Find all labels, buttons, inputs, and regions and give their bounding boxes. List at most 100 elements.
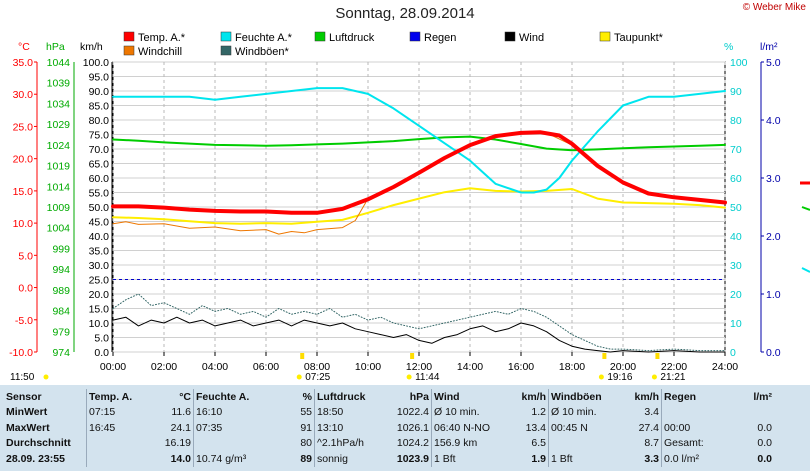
table-cell: Ø 10 min.	[548, 404, 623, 420]
table-cell: 16:10	[193, 404, 254, 420]
pressure-unit-label: hPa	[46, 41, 65, 53]
table-cell: 27.4	[638, 421, 659, 434]
table-cell: 1.2	[531, 406, 546, 419]
table-cell	[661, 404, 730, 420]
rain-tick-label: 4.0	[766, 115, 781, 127]
wind-tick-label: 70.0	[89, 144, 110, 156]
table-cell: 156.9 km	[431, 435, 508, 451]
table-cell: 1024.2	[396, 437, 429, 450]
legend-swatch	[409, 31, 421, 42]
time-mark-tick	[300, 353, 305, 359]
pressure-tick-label: 974	[52, 347, 70, 359]
wind-tick-label: 100.0	[83, 57, 109, 69]
col-sensor: Sensor	[6, 390, 42, 403]
table-cell: 0.0 l/m²	[661, 451, 730, 467]
wind-tick-label: 95.0	[89, 72, 110, 84]
table-cell: 11.6	[171, 406, 191, 419]
temp-tick-label: -10.0	[9, 347, 33, 359]
legend-swatch	[599, 31, 611, 42]
humidity-tick-label: 90	[730, 86, 742, 98]
temp-tick-label: 15.0	[13, 186, 34, 198]
x-tick-label: 12:00	[406, 361, 432, 373]
time-mark-label: 19:16	[607, 372, 632, 383]
pressure-tick-label: 1019	[47, 161, 71, 173]
pressure-tick-label: 1024	[47, 140, 71, 152]
x-tick-label: 06:00	[253, 361, 279, 373]
table-cell: 89	[300, 452, 312, 465]
table-cell: 16.19	[164, 437, 191, 450]
legend-label: Wind	[519, 32, 544, 44]
table-cell: 0.0	[757, 437, 772, 450]
pressure-tick-label: 994	[52, 264, 70, 276]
time-mark-tick	[655, 353, 660, 359]
time-mark-dot	[406, 374, 412, 380]
wind-tick-label: 75.0	[89, 130, 110, 142]
time-mark-dot	[598, 374, 604, 380]
table-header-row: Sensor Temp. A. °C Feuchte A. % Luftdruc…	[4, 389, 774, 405]
humidity-tick-label: 0	[730, 347, 736, 359]
series-line-luftdruck	[112, 135, 726, 152]
table-cell: 28.09. 23:55	[6, 452, 65, 465]
temp-tick-label: 5.0	[18, 250, 33, 262]
table-cell: 80	[300, 437, 312, 450]
table-row: MaxWert 16:45 24.1 07:35 91 13:10 1026.1…	[4, 420, 774, 436]
series-line-windb-en	[112, 293, 726, 352]
table-cell: 1 Bft	[431, 451, 508, 467]
wind-tick-label: 35.0	[89, 246, 110, 258]
legend-swatch	[123, 31, 135, 42]
wind-tick-label: 55.0	[89, 188, 110, 200]
col-pressure-unit: hPa	[409, 390, 429, 403]
x-tick-label: 02:00	[151, 361, 177, 373]
time-mark-dot	[43, 374, 49, 380]
weather-chart: 00:00 02:00 04:00 06:00 08:00 10:00 12:00 14:00…	[9, 31, 810, 383]
table-cell: MinWert	[6, 406, 48, 419]
time-mark-label: 21:21	[660, 372, 685, 383]
table-cell	[86, 451, 139, 467]
humidity-tick-label: 20	[730, 289, 742, 301]
series-line-feuchte-a	[112, 87, 726, 194]
pressure-tick-label: 1029	[47, 119, 71, 131]
rain-tick-label: 0.0	[766, 347, 781, 359]
temp-tick-label: 25.0	[13, 121, 34, 133]
table-cell	[548, 435, 623, 451]
wind-tick-label: 80.0	[89, 115, 110, 127]
humidity-tick-label: 100	[730, 57, 748, 69]
table-cell: 10.74 g/m³	[193, 451, 254, 467]
wind-tick-label: 5.0	[94, 333, 109, 345]
wind-tick-label: 50.0	[89, 202, 110, 214]
x-tick-label: 00:00	[100, 361, 126, 373]
pressure-tick-label: 1009	[47, 202, 71, 214]
col-gusts-unit: km/h	[634, 390, 659, 403]
credit-label: © Weber Mike	[742, 2, 806, 13]
x-tick-label: 10:00	[355, 361, 381, 373]
table-cell: Durchschnitt	[6, 437, 71, 450]
x-tick-label: 18:00	[559, 361, 585, 373]
legend-label: Temp. A.*	[138, 32, 186, 44]
wind-unit-label: km/h	[80, 41, 103, 53]
temp-tick-label: 0.0	[18, 283, 33, 295]
col-rain: Regen	[661, 389, 730, 405]
wind-tick-label: 30.0	[89, 260, 110, 272]
wind-tick-label: 20.0	[89, 289, 110, 301]
chart-title: Sonntag, 28.09.2014	[335, 5, 475, 22]
pressure-tick-label: 1044	[47, 57, 71, 69]
pressure-tick-label: 1034	[47, 98, 71, 110]
humidity-tick-label: 60	[730, 173, 742, 185]
time-mark-label: 07:25	[305, 372, 330, 383]
table-cell: 0.0	[757, 452, 772, 465]
pressure-tick-label: 984	[52, 306, 70, 318]
table-cell: ^2.1hPa/h	[314, 435, 383, 451]
wind-tick-label: 25.0	[89, 275, 110, 287]
table-cell: 6.5	[531, 437, 546, 450]
x-tick-label: 08:00	[304, 361, 330, 373]
rain-tick-label: 3.0	[766, 173, 781, 185]
x-tick-label: 20:00	[610, 361, 636, 373]
table-cell: 24.1	[170, 421, 191, 434]
col-wind-unit: km/h	[521, 390, 546, 403]
humidity-tick-label: 10	[730, 318, 742, 330]
wind-tick-label: 60.0	[89, 173, 110, 185]
table-cell: 1022.4	[396, 406, 429, 419]
legend-label: Windchill	[138, 46, 182, 58]
humidity-unit-label: %	[724, 41, 733, 53]
table-row: Durchschnitt 16.19 80 ^2.1hPa/h 1024.2 1…	[4, 435, 774, 451]
